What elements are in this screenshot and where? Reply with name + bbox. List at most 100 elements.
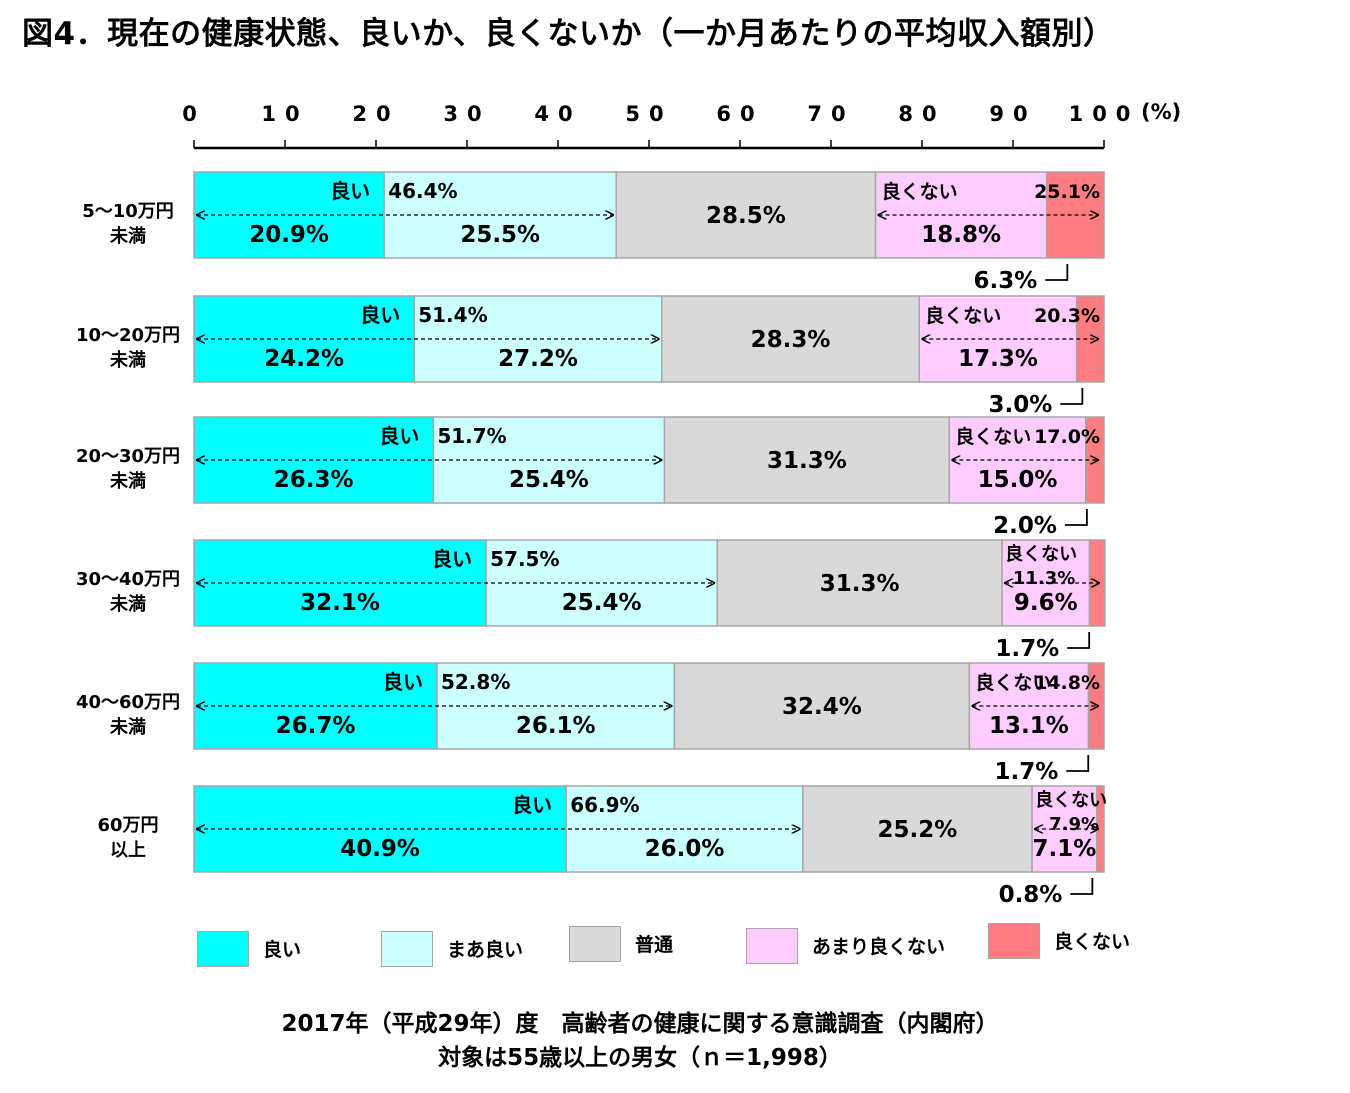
- good-group-value: 66.9%: [570, 793, 639, 817]
- value-label-not-very-good: 9.6%: [1014, 590, 1078, 616]
- bad-group-value: 25.1%: [1034, 181, 1100, 203]
- value-label-not-very-good: 17.3%: [958, 346, 1038, 372]
- x-tick-label: 20: [352, 102, 399, 126]
- value-label-normal: 28.3%: [751, 327, 831, 353]
- value-leader-not-good: [1067, 632, 1091, 649]
- legend-swatch-fairly-good: [381, 931, 433, 967]
- value-label-not-good: 0.8%: [999, 882, 1063, 908]
- x-tick-label: 50: [625, 102, 672, 126]
- value-label-fairly-good: 27.2%: [498, 346, 578, 372]
- value-label-fairly-good: 25.4%: [562, 590, 642, 616]
- bar-segment-normal: [615, 171, 877, 259]
- value-label-fairly-good: 26.0%: [645, 836, 725, 862]
- value-label-normal: 25.2%: [878, 817, 958, 843]
- legend-label-not-good: 良くない: [1054, 931, 1131, 953]
- bad-group-label: 良くない: [955, 425, 1031, 448]
- value-label-not-good: 3.0%: [989, 392, 1053, 418]
- value-label-good: 26.7%: [276, 713, 356, 739]
- chart-title: 図4．現在の健康状態、良いか、良くないか（一か月あたりの平均収入額別）: [22, 16, 1115, 52]
- x-tick-label: 10: [261, 102, 308, 126]
- value-label-not-very-good: 15.0%: [978, 467, 1058, 493]
- bad-group-label: 良くない: [1005, 543, 1077, 565]
- bad-group-label: 良くない: [925, 304, 1001, 327]
- bad-group-value: 17.0%: [1034, 426, 1100, 448]
- good-group-label: 良い: [383, 670, 423, 694]
- x-tick-label: 40: [534, 102, 581, 126]
- good-group-value: 51.4%: [418, 303, 487, 327]
- bad-group-label: 良くない: [975, 671, 1051, 694]
- value-label-not-good: 1.7%: [995, 636, 1059, 662]
- value-label-fairly-good: 25.4%: [509, 467, 589, 493]
- good-group-label: 良い: [360, 303, 400, 327]
- value-label-fairly-good: 25.5%: [460, 222, 540, 248]
- value-label-not-good: 6.3%: [974, 268, 1038, 294]
- value-label-normal: 31.3%: [820, 571, 900, 597]
- x-tick-label: 100: [1069, 102, 1140, 126]
- bar-segment-normal: [716, 539, 1003, 627]
- value-leader-not-good: [1045, 264, 1069, 281]
- value-leader-not-good: [1060, 388, 1084, 405]
- value-label-normal: 31.3%: [767, 448, 847, 474]
- good-group-value: 57.5%: [490, 547, 559, 571]
- legend-swatch-normal: [569, 926, 621, 962]
- value-label-not-very-good: 13.1%: [989, 713, 1069, 739]
- category-label: 10〜20万円: [76, 325, 180, 346]
- x-tick-label: 30: [443, 102, 490, 126]
- category-label: 60万円: [97, 815, 158, 836]
- bad-group-label: 良くない: [882, 180, 958, 203]
- good-group-label: 良い: [432, 547, 472, 571]
- value-label-good: 24.2%: [264, 346, 344, 372]
- legend-label-not-very-good: あまり良くない: [812, 936, 946, 958]
- x-axis-unit: (%): [1141, 100, 1181, 124]
- value-leader-not-good: [1066, 755, 1090, 772]
- category-label-suffix: 未満: [110, 225, 146, 247]
- bar-segment-normal: [673, 662, 971, 750]
- value-leader-not-good: [1070, 878, 1094, 895]
- good-group-value: 52.8%: [441, 670, 510, 694]
- category-label-suffix: 未満: [110, 716, 146, 738]
- bar-segment-normal: [660, 295, 921, 383]
- category-label: 40〜60万円: [76, 692, 180, 713]
- category-label-suffix: 未満: [110, 593, 146, 615]
- good-group-label: 良い: [512, 793, 552, 817]
- legend-label-good: 良い: [263, 939, 302, 961]
- category-label: 20〜30万円: [76, 446, 180, 467]
- value-label-good: 40.9%: [340, 836, 420, 862]
- legend-swatch-good: [197, 931, 249, 967]
- bad-group-value: 11.3%: [1013, 568, 1075, 589]
- good-group-value: 46.4%: [388, 179, 457, 203]
- bad-group-value: 14.8%: [1034, 672, 1100, 694]
- x-tick-label: 80: [898, 102, 945, 126]
- value-label-not-very-good: 18.8%: [921, 222, 1001, 248]
- x-tick-label: 60: [716, 102, 763, 126]
- good-group-value: 51.7%: [437, 424, 506, 448]
- bar-segment-normal: [663, 416, 951, 504]
- value-label-good: 26.3%: [274, 467, 354, 493]
- x-tick-label: 0: [182, 102, 206, 126]
- bad-group-label: 良くない: [1035, 789, 1107, 811]
- value-label-not-good: 1.7%: [994, 759, 1058, 785]
- value-label-good: 32.1%: [300, 590, 380, 616]
- value-label-fairly-good: 26.1%: [516, 713, 596, 739]
- value-label-not-good: 2.0%: [993, 513, 1057, 539]
- value-label-not-very-good: 7.1%: [1033, 836, 1097, 862]
- legend-swatch-not-good: [988, 923, 1040, 959]
- source-line-1: 2017年（平成29年）度 高齢者の健康に関する意識調査（内閣府）: [281, 1011, 999, 1037]
- x-axis: 0 10 20 30 40 50 60 70 80 90 100 (%): [182, 100, 1181, 150]
- legend-swatch-not-very-good: [746, 928, 798, 964]
- legend-label-normal: 普通: [635, 934, 674, 956]
- good-group-label: 良い: [330, 179, 370, 203]
- category-label: 5〜10万円: [82, 201, 174, 222]
- value-leader-not-good: [1064, 509, 1088, 526]
- category-label-suffix: 以上: [110, 840, 146, 861]
- x-tick-label: 90: [989, 102, 1036, 126]
- good-group-label: 良い: [379, 424, 419, 448]
- source-line-2: 対象は55歳以上の男女（ｎ＝1,998）: [438, 1045, 842, 1071]
